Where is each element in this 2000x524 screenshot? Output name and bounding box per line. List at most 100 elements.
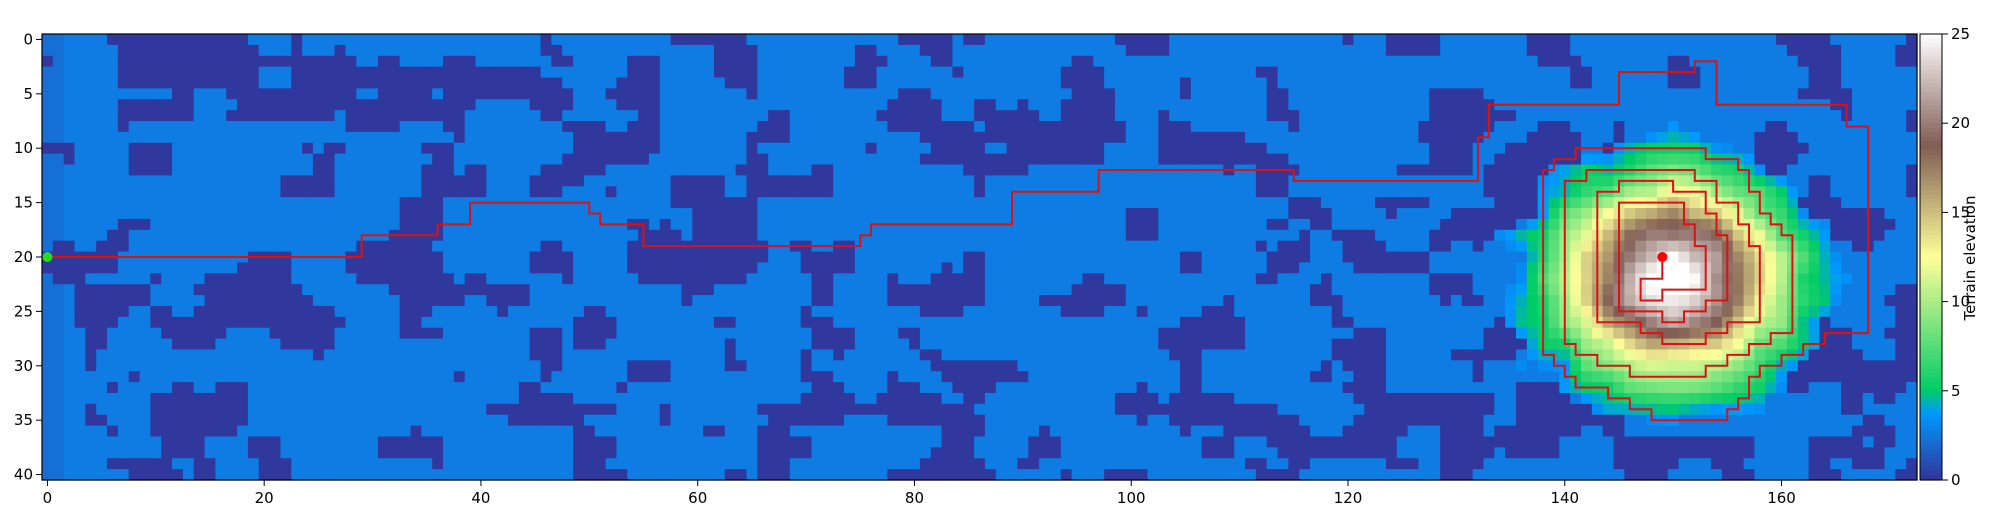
heatmap-cell [1602,240,1615,253]
heatmap-cell [377,327,390,340]
heatmap-cell [1895,327,1907,340]
heatmap-cell [1895,175,1907,187]
heatmap-cell [1494,142,1506,155]
heatmap-cell [117,186,130,198]
heatmap-cell [1385,316,1398,329]
heatmap-cell [952,229,964,242]
heatmap-cell [1808,77,1821,89]
heatmap-cell [1732,66,1745,79]
heatmap-cell [995,208,1008,220]
heatmap-cell [247,295,260,307]
heatmap-cell [1396,88,1409,100]
heatmap-cell [193,110,206,122]
heatmap-cell [345,44,357,57]
heatmap-cell [963,121,975,133]
heatmap-cell [161,44,173,57]
heatmap-cell [941,186,954,198]
heatmap-cell [735,327,748,340]
heatmap-cell [746,208,758,220]
heatmap-cell [421,153,433,166]
heatmap-cell [150,88,162,100]
heatmap-cell [909,153,921,166]
heatmap-cell [1082,142,1094,155]
heatmap-cell [1277,218,1289,231]
heatmap-cell [573,251,585,264]
heatmap-cell [1862,34,1875,46]
heatmap-cell [1049,44,1062,57]
heatmap-cell [1624,121,1636,133]
heatmap-cell [1407,99,1420,111]
heatmap-cell [85,197,97,209]
heatmap-cell [1884,208,1896,220]
heatmap-cell [150,240,162,253]
heatmap-cell [746,186,758,198]
heatmap-cell [128,131,141,144]
heatmap-cell [1407,295,1420,307]
heatmap-cell [573,229,585,242]
heatmap-cell [1158,197,1170,209]
heatmap-cell [670,66,683,79]
heatmap-cell [746,66,758,79]
heatmap-cell [800,251,813,264]
heatmap-cell [63,273,76,285]
heatmap-cell [1028,164,1040,177]
heatmap-cell [1678,99,1690,111]
heatmap-cell [703,273,715,285]
heatmap-cell [453,131,466,144]
heatmap-cell [692,295,704,307]
heatmap-cell [85,175,97,187]
heatmap-cell [822,295,834,307]
heatmap-cell [334,197,347,209]
heatmap-cell [627,229,639,242]
heatmap-cell [1245,175,1257,187]
heatmap-cell [334,240,347,253]
heatmap-cell [1060,273,1073,285]
heatmap-cell [1526,186,1539,198]
heatmap-cell [1776,164,1788,177]
heatmap-cell [1245,153,1257,166]
heatmap-cell [1429,218,1441,231]
heatmap-cell [594,175,607,187]
heatmap-cell [1288,338,1300,351]
heatmap-cell [1212,218,1224,231]
heatmap-cell [1429,77,1441,89]
heatmap-cell [182,44,195,57]
heatmap-cell [833,186,845,198]
heatmap-cell [410,316,422,329]
heatmap-cell [1147,186,1159,198]
heatmap-cell [1375,273,1387,285]
heatmap-cell [768,284,780,296]
heatmap-cell [1494,338,1506,351]
heatmap-cell [1808,240,1821,253]
heatmap-cell [1396,218,1409,231]
heatmap-cell [432,121,444,133]
heatmap-cell [464,164,477,177]
heatmap-cell [1873,229,1886,242]
heatmap-cell [1591,44,1604,57]
heatmap-cell [1407,197,1420,209]
heatmap-cell [1006,240,1019,253]
heatmap-cell [594,34,607,46]
heatmap-cell [1147,175,1159,187]
heatmap-cell [150,110,162,122]
heatmap-cell [237,66,249,79]
heatmap-cell [323,240,336,253]
heatmap-cell [659,55,672,68]
heatmap-cell [1667,55,1680,68]
heatmap-cell [1515,77,1528,89]
heatmap-cell [1201,153,1214,166]
heatmap-cell [1418,186,1430,198]
heatmap-cell [453,186,466,198]
heatmap-cell [1288,77,1300,89]
heatmap-cell [1678,251,1690,264]
heatmap-cell [421,55,433,68]
heatmap-cell [1819,295,1831,307]
heatmap-cell [1353,66,1365,79]
heatmap-cell [1028,208,1040,220]
heatmap-cell [789,153,802,166]
heatmap-cell [713,327,726,340]
heatmap-cell [1017,327,1029,340]
heatmap-cell [172,240,184,253]
heatmap-cell [1754,218,1766,231]
heatmap-cell [74,327,86,340]
